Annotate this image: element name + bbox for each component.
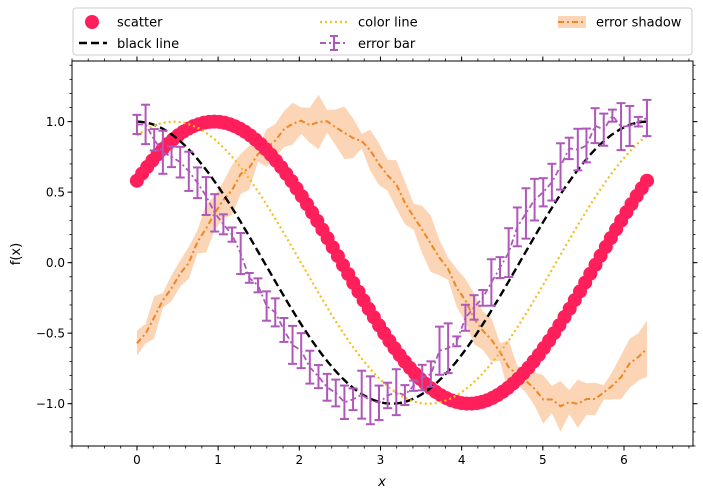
y-tick-label: 1.0	[46, 115, 65, 129]
error-bar	[409, 379, 419, 392]
error-bar	[599, 112, 609, 147]
error-bar	[227, 226, 237, 243]
error-bar	[305, 349, 315, 385]
error-bar	[149, 128, 159, 152]
error-bar	[564, 136, 574, 161]
x-tick-label: 1	[214, 453, 222, 467]
plot-area	[129, 94, 654, 432]
legend-color-line-label: color line	[358, 16, 418, 31]
error-bar	[132, 113, 142, 136]
error-bar	[642, 98, 652, 138]
error-bar	[270, 297, 280, 328]
error-bar	[512, 206, 522, 248]
error-bar	[175, 145, 185, 179]
error-bar	[357, 369, 367, 420]
error-bar	[167, 145, 177, 169]
error-bar	[339, 384, 349, 420]
error-bar	[495, 256, 505, 280]
error-bar	[383, 381, 393, 410]
error-bar	[443, 322, 453, 375]
axes-frame	[71, 60, 694, 447]
legend-error-shadow-label: error shadow	[596, 16, 682, 31]
error-bar	[365, 375, 375, 426]
error-bar	[192, 166, 202, 200]
error-bar	[244, 272, 254, 284]
x-axis-label: x	[377, 475, 386, 490]
error-bar-line	[136, 114, 648, 404]
x-tick-label: 4	[458, 453, 466, 467]
error-bar	[607, 108, 617, 123]
error-bar	[486, 258, 496, 307]
error-bar	[313, 364, 323, 390]
error-bar	[218, 213, 228, 236]
error-bar	[625, 104, 635, 147]
error-bar	[201, 176, 211, 216]
error-bar	[141, 103, 151, 146]
y-tick-label: 0.0	[46, 256, 65, 270]
error-bar	[417, 363, 427, 392]
error-bar	[581, 127, 591, 164]
error-bar	[478, 289, 488, 307]
error-bar	[296, 332, 306, 370]
error-shadow-band	[136, 94, 647, 432]
error-bar	[400, 384, 410, 407]
error-bar	[460, 303, 470, 332]
error-bar	[348, 387, 358, 412]
x-tick-label: 5	[539, 453, 547, 467]
error-bar	[616, 102, 626, 152]
legend-frame	[72, 7, 693, 56]
y-axis-label: f(x)	[9, 243, 24, 265]
error-bar	[556, 142, 566, 191]
error-bar	[633, 115, 643, 128]
error-bar	[391, 368, 401, 417]
y-tick-label: 0.5	[46, 186, 65, 200]
legend-error-bar-marker	[320, 35, 348, 51]
legend-error-bar-label: error bar	[358, 37, 416, 52]
legend: scatter black line color line error bar …	[72, 7, 693, 56]
y-tick-label: −1.0	[36, 397, 65, 411]
legend-black-line-label: black line	[117, 37, 179, 52]
x-tick-label: 6	[620, 453, 628, 467]
error-bar	[573, 127, 583, 172]
x-tick-label: 3	[377, 453, 385, 467]
black-dashed-line	[136, 120, 648, 405]
scatter-point	[640, 173, 654, 188]
error-bar	[504, 227, 514, 279]
y-tick-label: −0.5	[36, 327, 65, 341]
error-bar	[435, 325, 445, 376]
error-bar	[236, 232, 246, 276]
error-bar	[521, 187, 531, 240]
x-tick-label: 2	[295, 453, 303, 467]
error-bar	[469, 294, 479, 321]
legend-scatter-label: scatter	[117, 16, 163, 31]
error-bar	[331, 378, 341, 408]
legend-scatter-marker	[85, 15, 99, 29]
error-bar	[547, 162, 557, 202]
error-bar	[538, 177, 548, 208]
error-bar	[426, 360, 436, 388]
error-bar	[322, 372, 332, 402]
error-bar	[158, 129, 168, 175]
error-bar	[253, 277, 263, 294]
error-shadow-line	[136, 119, 648, 408]
x-tick-label: 0	[133, 453, 141, 467]
error-bar	[210, 193, 220, 233]
error-bar	[590, 107, 600, 145]
error-bar	[452, 335, 462, 348]
color-dotted-line	[136, 120, 648, 405]
error-bar	[184, 150, 194, 192]
error-bar	[288, 324, 298, 365]
series-group	[129, 94, 654, 432]
error-bar	[262, 290, 272, 322]
error-bar	[279, 316, 289, 343]
error-bar	[530, 177, 540, 222]
error-bar	[374, 384, 384, 422]
axis-ticks: 0 1 2 3 4 5 6 −1.0 −0.5 0.0 0.5 1.0	[36, 56, 698, 467]
